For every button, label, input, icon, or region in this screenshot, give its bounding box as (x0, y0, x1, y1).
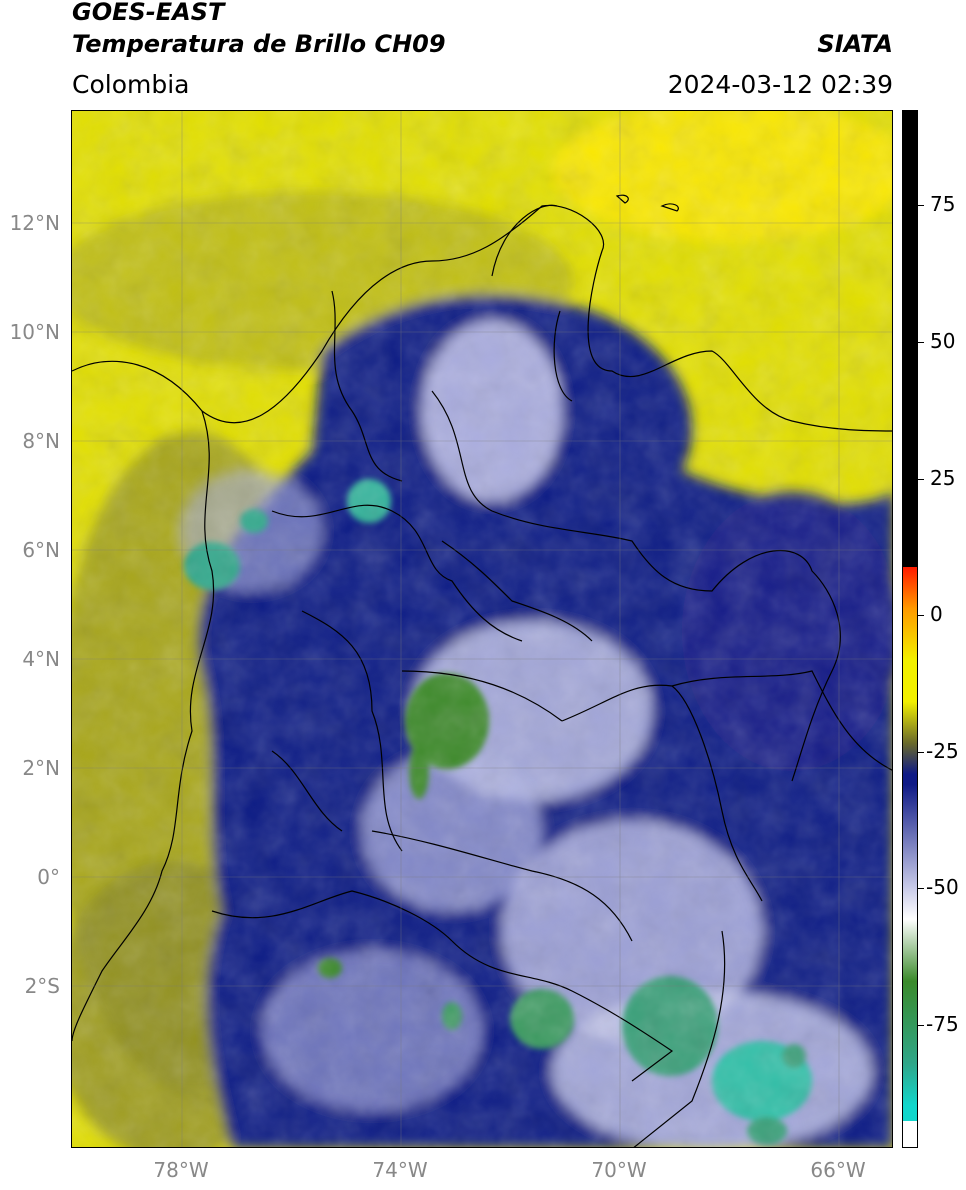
map-panel (71, 110, 893, 1148)
lon-label-70w: 70°W (591, 1158, 647, 1182)
pacific-coast (72, 410, 215, 1042)
colorbar-label-25: 25 (930, 466, 956, 490)
internal-8 (553, 310, 573, 402)
timestamp-label: 2024-03-12 02:39 (667, 70, 893, 99)
colorbar-tick (918, 342, 924, 343)
colombia-brazil-east (561, 684, 763, 902)
curacao (660, 203, 679, 212)
lon-label-74w: 74°W (372, 1158, 428, 1182)
internal-5 (271, 750, 343, 832)
colorbar-tick (918, 479, 924, 480)
borders (72, 194, 892, 1147)
lat-label-12n: 12°N (9, 211, 60, 235)
internal-4 (371, 830, 633, 942)
colorbar-tick (918, 752, 924, 753)
internal-6 (331, 290, 403, 482)
internal-3 (401, 670, 563, 722)
internal-7 (441, 540, 593, 642)
guajira (491, 204, 558, 277)
lat-label-4n: 4°N (22, 647, 60, 671)
colorbar-label-75: 75 (930, 192, 956, 216)
colombia-ecuador (211, 890, 453, 942)
colorbar-tick (918, 615, 924, 616)
graticule (72, 111, 892, 1147)
colorbar (902, 110, 918, 1148)
lat-label-2s: 2°S (24, 974, 60, 998)
lat-label-8n: 8°N (22, 429, 60, 453)
colorbar-label-minus75: -75 (926, 1012, 959, 1036)
internal-2 (301, 610, 403, 852)
caribbean-coast (72, 204, 892, 432)
lon-label-78w: 78°W (153, 1158, 209, 1182)
lat-label-6n: 6°N (22, 538, 60, 562)
colombia-brazil-peru (451, 940, 674, 1082)
internal-1 (271, 504, 523, 642)
texture-overlay (72, 111, 892, 1147)
satellite-imagery (72, 111, 892, 1147)
colorbar-tick (918, 1025, 924, 1026)
colorbar-tick (918, 888, 924, 889)
colombia-venezuela (431, 390, 841, 782)
colorbar-label-minus50: -50 (926, 875, 959, 899)
lat-label-10n: 10°N (9, 320, 60, 344)
colorbar-label-50: 50 (930, 329, 956, 353)
colorbar-label-0: 0 (930, 602, 943, 626)
brand-label: SIATA (817, 30, 893, 58)
lat-label-0: 0° (37, 865, 60, 889)
region-label: Colombia (72, 70, 190, 99)
colorbar-tick (918, 205, 924, 206)
lon-label-66w: 66°W (810, 1158, 866, 1182)
brazil-venezuela (671, 670, 892, 771)
internal-9 (633, 930, 726, 1147)
lat-label-2n: 2°N (22, 756, 60, 780)
colorbar-label-minus25: -25 (926, 739, 959, 763)
product-title: Temperatura de Brillo CH09 (72, 30, 446, 58)
satellite-title: GOES-EAST (72, 0, 225, 26)
